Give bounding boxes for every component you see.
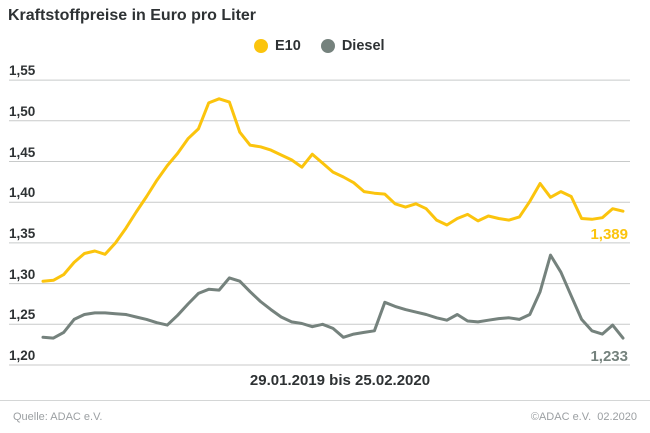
series-line-diesel — [41, 253, 625, 340]
y-axis-tick-label: 1,40 — [9, 185, 36, 201]
y-axis-tick-label: 1,55 — [9, 63, 36, 79]
series-line-e10 — [41, 97, 625, 283]
value-label-e10: 1,389 — [590, 226, 628, 243]
series-lines — [41, 97, 625, 340]
legend-label-diesel: Diesel — [341, 38, 385, 54]
page-title: Kraftstoffpreise in Euro pro Liter — [8, 7, 257, 24]
footer-copyright: ©ADAC e.V. 02.2020 — [530, 411, 637, 423]
legend-dot-e10 — [254, 39, 268, 53]
legend-label-e10: E10 — [275, 38, 301, 54]
gridlines — [9, 79, 630, 366]
value-label-diesel: 1,233 — [590, 348, 628, 365]
x-range-label: 29.01.2019 bis 25.02.2020 — [249, 372, 431, 389]
y-axis-tick-label: 1,25 — [9, 307, 36, 323]
legend: E10 Diesel — [254, 38, 385, 54]
footer-source: Quelle: ADAC e.V. — [13, 411, 103, 423]
y-axis-tick-label: 1,30 — [9, 266, 36, 282]
footer-divider — [0, 400, 650, 401]
y-axis-tick-label: 1,20 — [9, 348, 36, 363]
y-axis-tick-label: 1,50 — [9, 103, 36, 119]
y-axis-tick-label: 1,35 — [9, 225, 36, 241]
y-axis-tick-label: 1,45 — [9, 144, 36, 160]
legend-dot-diesel — [320, 39, 335, 53]
